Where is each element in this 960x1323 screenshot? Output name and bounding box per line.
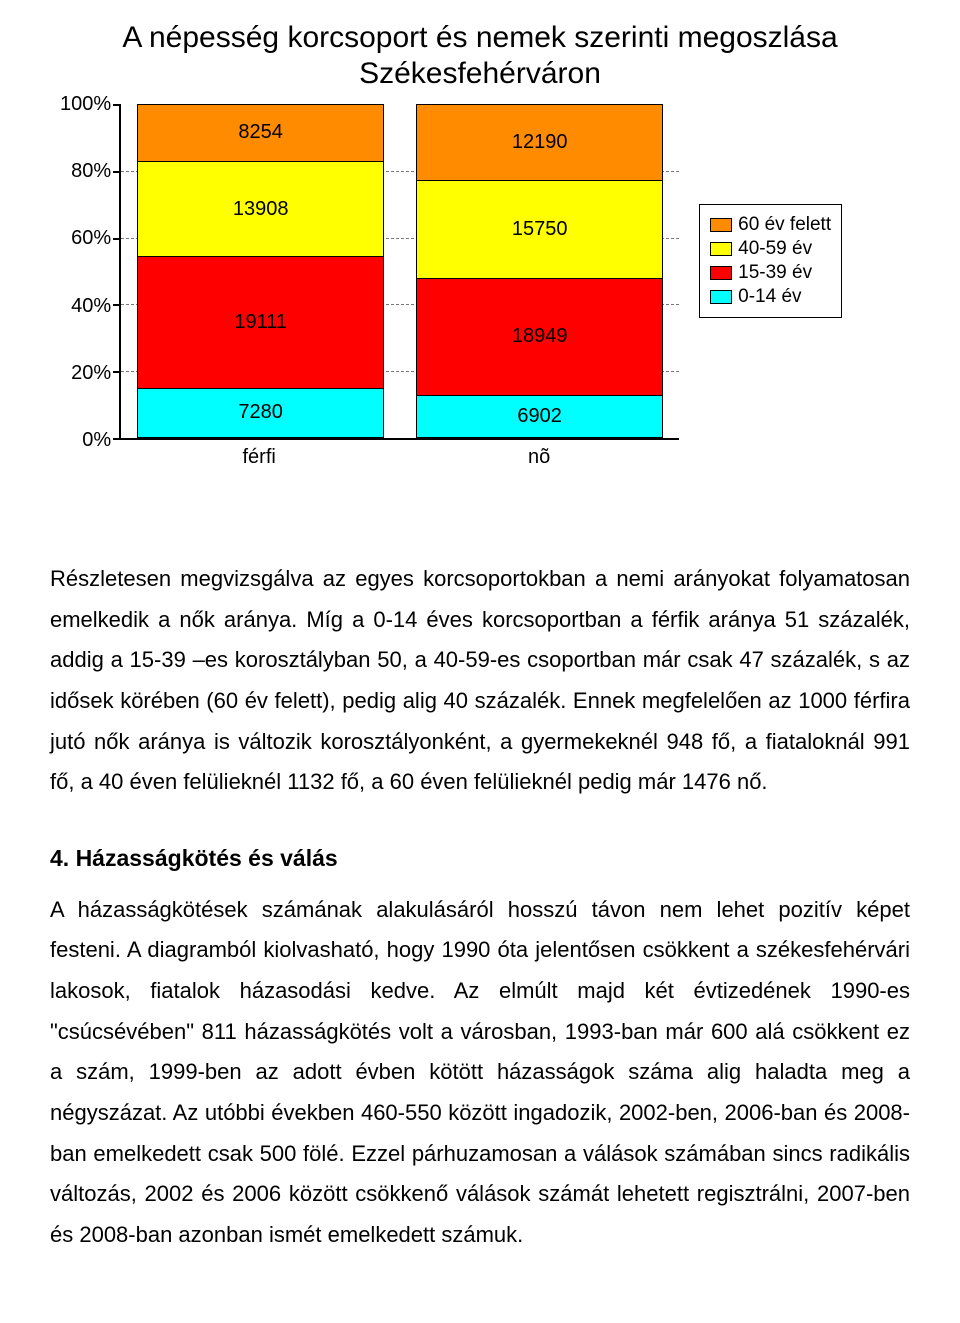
- stacked-bar: 6902 18949 15750 12190: [416, 104, 663, 438]
- bar-value-label: 8254: [238, 121, 283, 144]
- chart-area: 100%80%60%40%20%0% 728019111139088254690…: [50, 104, 910, 469]
- bar-segment-0-14: 7280: [137, 388, 384, 438]
- chart-title-line2: Székesfehérváron: [359, 57, 601, 90]
- y-tick: [113, 171, 121, 173]
- y-tick-label: 80%: [71, 159, 111, 183]
- bar-segment-0-14: 6902: [416, 395, 663, 438]
- legend-swatch: [710, 242, 732, 256]
- bar-value-label: 12190: [512, 131, 568, 154]
- y-tick: [113, 438, 121, 440]
- legend-swatch: [710, 266, 732, 280]
- y-tick-label: 0%: [82, 428, 111, 452]
- legend-item-40-59: 40-59 év: [710, 237, 831, 261]
- paragraph-1: Részletesen megvizsgálva az egyes korcso…: [50, 559, 910, 803]
- bar-value-label: 19111: [234, 311, 287, 334]
- bar-segment-40-59: 15750: [416, 180, 663, 278]
- legend-item-60plus: 60 év felett: [710, 213, 831, 237]
- y-tick-label: 100%: [60, 92, 111, 116]
- bar-segment-15-39: 18949: [416, 278, 663, 396]
- legend-label: 40-59 év: [738, 238, 812, 260]
- y-tick: [113, 104, 121, 106]
- y-tick-label: 40%: [71, 294, 111, 318]
- x-category-label: nõ: [399, 440, 679, 469]
- x-category-label: férfi: [119, 440, 399, 469]
- body-text: Részletesen megvizsgálva az egyes korcso…: [50, 559, 910, 1256]
- x-axis: férfinõ: [119, 440, 679, 469]
- paragraph-2: A házasságkötések számának alakulásáról …: [50, 890, 910, 1256]
- chart-plot: 7280 19111 13908 8254 6902 18949 15750 12190: [119, 104, 679, 440]
- legend-item-0-14: 0-14 év: [710, 285, 831, 309]
- bar-slot: 6902 18949 15750 12190: [400, 104, 679, 438]
- legend-label: 60 év felett: [738, 214, 831, 236]
- bar-value-label: 6902: [517, 405, 562, 428]
- section-heading: 4. Házasságkötés és válás: [50, 837, 910, 880]
- y-tick: [113, 371, 121, 373]
- chart-body: 100%80%60%40%20%0% 728019111139088254690…: [60, 104, 679, 469]
- bar-value-label: 7280: [238, 401, 283, 424]
- stacked-bar: 7280 19111 13908 8254: [137, 104, 384, 438]
- bar-segment-40-59: 13908: [137, 161, 384, 257]
- chart-title-line1: A népesség korcsoport és nemek szerinti …: [122, 21, 837, 54]
- bar-segment-60plus: 8254: [137, 104, 384, 161]
- bar-value-label: 13908: [233, 198, 289, 221]
- bar-segment-15-39: 19111: [137, 256, 384, 387]
- bar-value-label: 18949: [512, 325, 568, 348]
- legend-item-15-39: 15-39 év: [710, 261, 831, 285]
- chart-legend: 60 év felett40-59 év15-39 év0-14 év: [699, 204, 842, 318]
- chart-title: A népesség korcsoport és nemek szerinti …: [50, 20, 910, 92]
- legend-swatch: [710, 218, 732, 232]
- legend-swatch: [710, 290, 732, 304]
- bar-segment-60plus: 12190: [416, 104, 663, 180]
- legend-label: 0-14 év: [738, 286, 801, 308]
- y-tick: [113, 304, 121, 306]
- bar-slot: 7280 19111 13908 8254: [121, 104, 400, 438]
- bar-value-label: 15750: [512, 218, 568, 241]
- y-tick-label: 60%: [71, 226, 111, 250]
- plot-region: 7280 19111 13908 8254 6902 18949 15750 12190 fé…: [119, 104, 679, 469]
- y-axis: 100% 80% 60% 40% 20% 0%: [60, 92, 119, 452]
- y-tick: [113, 238, 121, 240]
- legend-label: 15-39 év: [738, 262, 812, 284]
- y-tick-marks: [113, 104, 121, 438]
- y-tick-label: 20%: [71, 361, 111, 385]
